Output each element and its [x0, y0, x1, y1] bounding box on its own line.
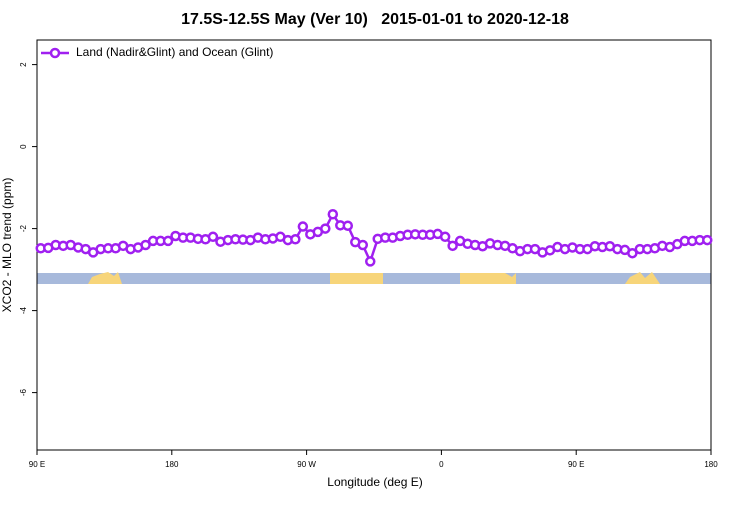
data-point	[320, 223, 331, 234]
x-axis-label: Longitude (deg E)	[327, 475, 422, 489]
data-point	[140, 239, 151, 251]
x-tick-label: 0	[439, 460, 444, 469]
y-tick-label: -6	[19, 388, 28, 396]
x-tick-label: 180	[165, 460, 179, 469]
y-tick-label: -4	[19, 306, 28, 314]
x-tick-label: 180	[704, 460, 718, 469]
data-point	[207, 231, 219, 243]
mask-land	[330, 273, 383, 284]
mask-land	[88, 272, 122, 284]
chart-title: 17.5S-12.5S May (Ver 10) 2015-01-01 to 2…	[181, 11, 569, 28]
x-tick-label: 90 W	[297, 460, 316, 469]
land-mask	[37, 272, 711, 284]
data-point	[447, 240, 458, 252]
legend-label: Land (Nadir&Glint) and Ocean (Glint)	[76, 45, 273, 59]
data-point	[290, 234, 301, 245]
mask-land	[625, 272, 660, 284]
data-point	[327, 209, 339, 220]
data-point	[342, 220, 354, 231]
data-point	[439, 231, 451, 243]
data-point	[357, 239, 369, 251]
data-point	[162, 235, 174, 247]
y-tick-label: 2	[19, 62, 28, 67]
data-point	[365, 256, 376, 267]
x-tick-label: 90 E	[29, 460, 45, 469]
data-point	[297, 221, 309, 232]
y-tick-label: -2	[19, 224, 28, 232]
x-tick-label: 90 E	[568, 460, 584, 469]
data-point	[702, 234, 713, 246]
y-tick-label: 0	[19, 144, 28, 149]
data-point	[627, 247, 638, 259]
y-axis-label: XCO2 - MLO trend (ppm)	[0, 178, 14, 313]
legend-marker	[49, 47, 61, 59]
mask-land	[460, 273, 516, 284]
